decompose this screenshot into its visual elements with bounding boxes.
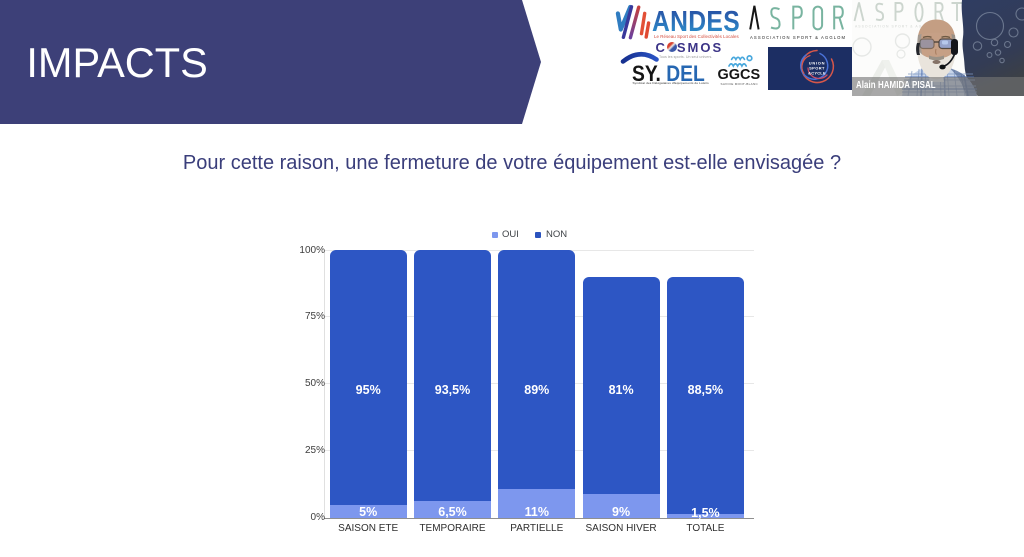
- svg-text:ASSOCIATION SPORT & AGGLOMERAT: ASSOCIATION SPORT & AGGLOMERAT: [855, 25, 950, 29]
- svg-text:&CYCLE: &CYCLE: [808, 71, 826, 76]
- svg-text:UNION: UNION: [809, 61, 825, 66]
- svg-text:SPORT: SPORT: [809, 66, 825, 71]
